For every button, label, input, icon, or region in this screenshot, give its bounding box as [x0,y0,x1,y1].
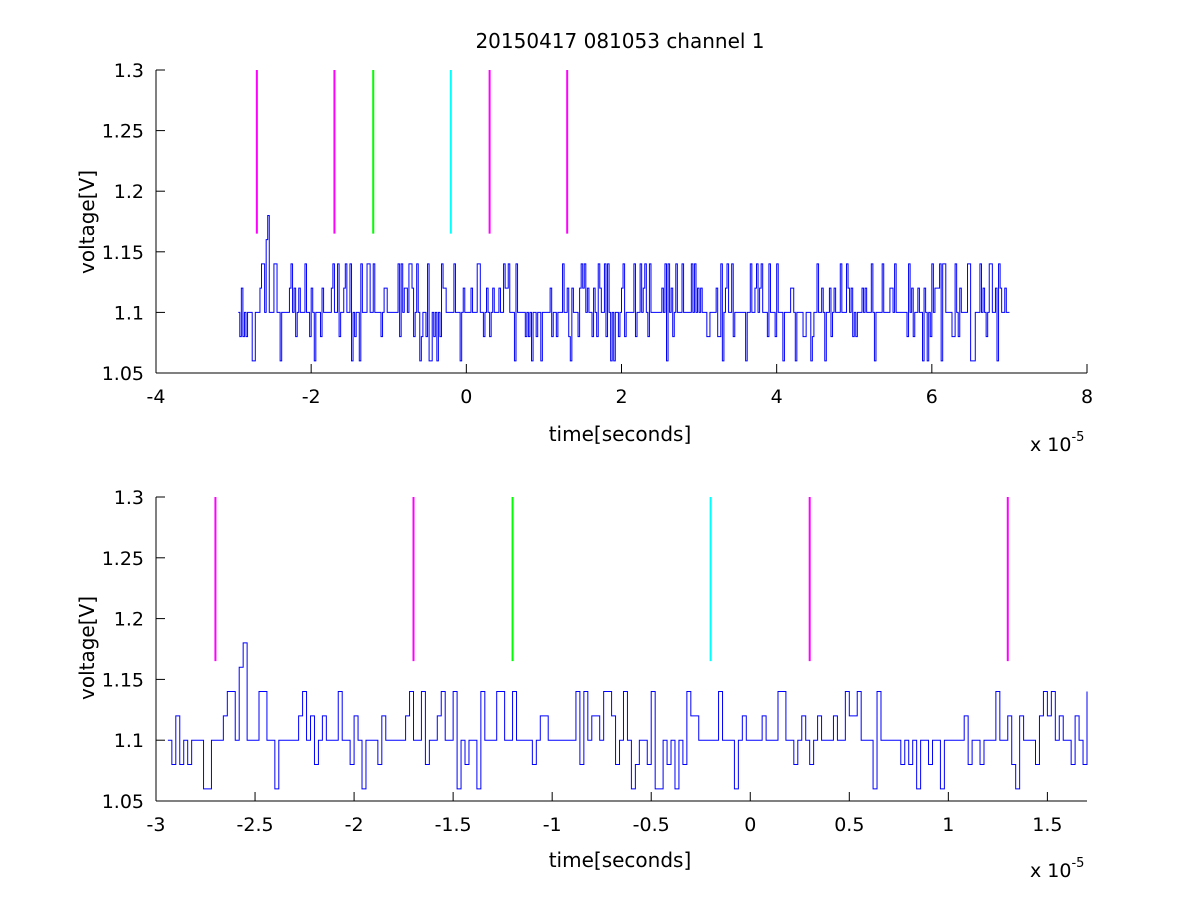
bottom-x-tick-label: -2 [345,814,364,836]
top-y-tick-label: 1.05 [102,363,144,385]
bottom-signal-trace [167,642,1088,790]
bottom-signal-layer [167,642,1088,790]
bottom-x-tick-label: 0 [744,814,756,836]
chart-title: 20150417 081053 channel 1 [475,29,764,53]
bottom-y-tick-label: 1.3 [114,487,144,509]
bottom-x-exponent-power: -5 [1071,856,1084,871]
top-x-tick-label: 6 [926,386,938,408]
bottom-xlabel: time[seconds] [549,848,692,872]
top-y-tick-label: 1.1 [114,302,144,324]
top-y-tick-label: 1.25 [102,121,144,143]
top-signal-trace [238,214,1010,362]
bottom-x-tick-label: -1 [543,814,562,836]
bottom-markers [214,497,1009,662]
bottom-y-tick-label: 1.05 [102,791,144,813]
bottom-ylabel: voltage[V] [75,596,99,700]
top-x-tick-label: 4 [771,386,783,408]
bottom-axes: -3 -2.5 -2 -1.5 -1 -0.5 0 0.5 1 1.5 1.05 1.1 1.15 1.2… [75,487,1088,882]
top-x-tick-label: 0 [460,386,472,408]
top-axes: -4 -2 0 2 4 6 8 1.05 1.1 1.15 1.2 1.25 1.3 time[seco… [75,60,1093,456]
top-ylabel: voltage[V] [75,170,99,274]
bottom-y-tick-label: 1.1 [114,730,144,752]
bottom-x-tick-label: 0.5 [834,814,864,836]
top-x-tick-label: 2 [615,386,627,408]
bottom-x-tick-label: -3 [147,814,166,836]
top-ticks: -4 -2 0 2 4 6 8 1.05 1.1 1.15 1.2 1.25 1.3 [102,60,1093,408]
top-xlabel: time[seconds] [549,422,692,446]
bottom-x-exponent: x 10-5 [1030,856,1084,882]
bottom-x-tick-label: 1.5 [1032,814,1062,836]
bottom-x-tick-label: 1 [942,814,954,836]
top-x-exponent-base: x 10 [1030,434,1071,456]
top-markers [255,70,569,234]
top-x-tick-label: 8 [1081,386,1093,408]
bottom-x-tick-label: -2.5 [237,814,274,836]
bottom-x-exponent-base: x 10 [1030,860,1071,882]
top-y-tick-label: 1.3 [114,60,144,82]
bottom-x-tick-label: -1.5 [435,814,472,836]
top-x-exponent-power: -5 [1071,430,1084,445]
bottom-y-tick-label: 1.2 [114,609,144,631]
bottom-x-tick-label: -0.5 [633,814,670,836]
bottom-axis-lines [155,497,1087,802]
top-y-tick-label: 1.15 [102,242,144,264]
top-y-tick-label: 1.2 [114,181,144,203]
top-x-tick-label: -2 [302,386,321,408]
top-x-tick-label: -4 [147,386,166,408]
bottom-y-tick-label: 1.25 [102,548,144,570]
top-signal-layer [238,214,1010,362]
bottom-y-tick-label: 1.15 [102,669,144,691]
bottom-ticks: -3 -2.5 -2 -1.5 -1 -0.5 0 0.5 1 1.5 1.05 1.1 1.15 1.2… [102,487,1063,836]
top-x-exponent: x 10-5 [1030,430,1084,456]
